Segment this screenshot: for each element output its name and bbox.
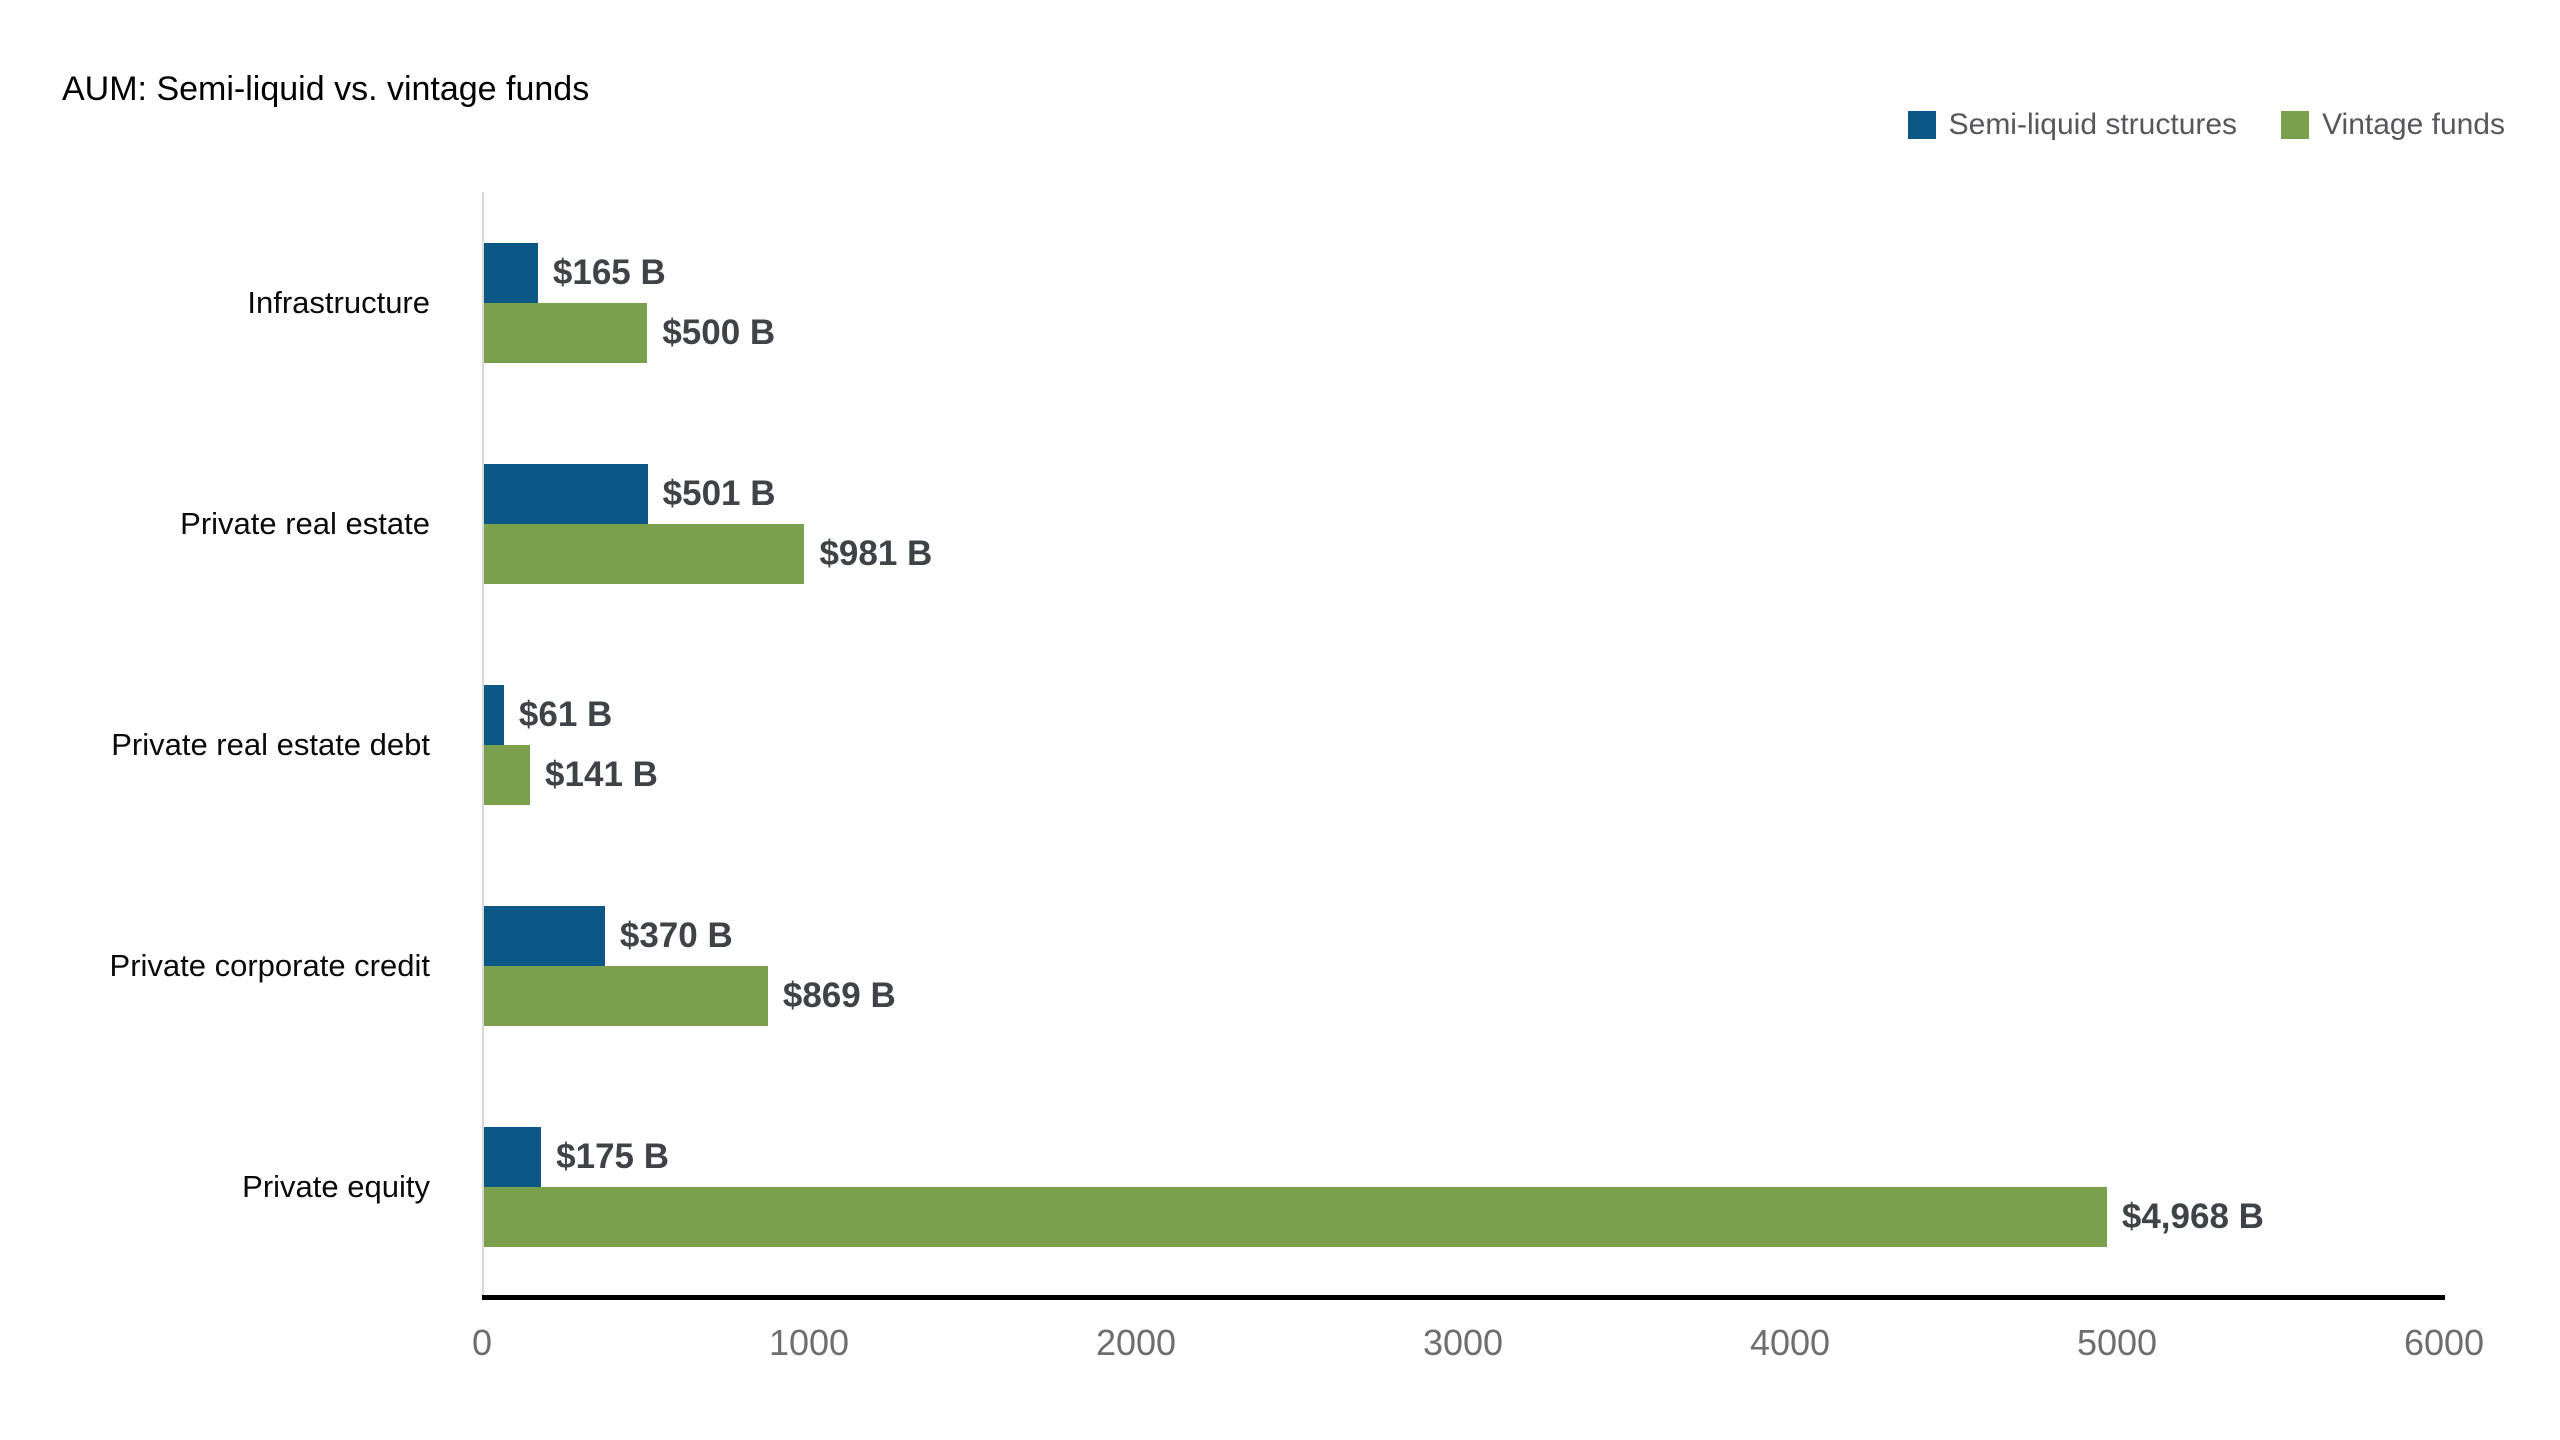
legend-swatch-icon bbox=[1907, 111, 1936, 139]
bar-private-corporate-credit-vintage-funds bbox=[484, 965, 768, 1026]
bar-group-private-real-estate: $501 B $981 B bbox=[484, 413, 2444, 634]
x-tick-label-6000: 6000 bbox=[2403, 1322, 2485, 1363]
bar-private-real-estate-debt-vintage-funds bbox=[484, 744, 531, 805]
x-axis-ticks: 0 1000 2000 3000 4000 5000 6000 bbox=[472, 1322, 2484, 1372]
bar-line-semi-liquid-structures: $165 B bbox=[484, 242, 2444, 303]
bar-private-real-estate-vintage-funds bbox=[484, 523, 805, 584]
bar-value-label: $370 B bbox=[619, 915, 733, 955]
bar-line-vintage-funds: $141 B bbox=[484, 744, 2444, 805]
x-axis-line bbox=[482, 1295, 2445, 1300]
bar-value-label: $141 B bbox=[545, 754, 658, 794]
x-tick-label-2000: 2000 bbox=[1095, 1322, 1177, 1363]
bar-group-private-real-estate-debt: $61 B $141 B bbox=[484, 634, 2444, 855]
bar-value-label: $981 B bbox=[819, 533, 933, 573]
bar-private-equity-vintage-funds bbox=[484, 1186, 2107, 1247]
legend-item-vintage-funds: Vintage funds bbox=[2281, 108, 2505, 142]
bar-pair: $165 B $500 B bbox=[484, 242, 2444, 363]
x-tick-label-0: 0 bbox=[471, 1322, 493, 1363]
bar-pair: $501 B $981 B bbox=[484, 463, 2444, 584]
bar-value-label: $501 B bbox=[662, 473, 776, 513]
category-label: Private equity bbox=[242, 1168, 430, 1204]
bar-line-vintage-funds: $4,968 B bbox=[484, 1186, 2444, 1247]
chart-title: AUM: Semi-liquid vs. vintage funds bbox=[62, 70, 590, 108]
legend-label: Semi-liquid structures bbox=[1948, 108, 2238, 141]
bar-line-semi-liquid-structures: $370 B bbox=[484, 905, 2444, 966]
bar-group-infrastructure: $165 B $500 B bbox=[484, 192, 2444, 413]
category-label: Private real estate bbox=[180, 505, 430, 541]
bar-value-label: $500 B bbox=[662, 312, 776, 352]
bar-value-label: $869 B bbox=[782, 975, 896, 1015]
bar-line-semi-liquid-structures: $61 B bbox=[484, 684, 2444, 745]
bar-pair: $61 B $141 B bbox=[484, 684, 2444, 805]
bar-line-vintage-funds: $869 B bbox=[484, 965, 2444, 1026]
bar-line-semi-liquid-structures: $175 B bbox=[484, 1126, 2444, 1187]
category-row-infrastructure: Infrastructure bbox=[0, 192, 456, 413]
category-label: Private corporate credit bbox=[109, 947, 430, 983]
category-label: Private real estate debt bbox=[111, 726, 430, 762]
bar-pair: $370 B $869 B bbox=[484, 905, 2444, 1026]
category-axis: Infrastructure Private real estate Private… bbox=[0, 192, 456, 1297]
bar-group-private-equity: $175 B $4,968 B bbox=[484, 1076, 2444, 1297]
x-tick-label-5000: 5000 bbox=[2076, 1322, 2158, 1363]
bar-value-label: $175 B bbox=[556, 1136, 670, 1176]
bar-infrastructure-semi-liquid-structures bbox=[484, 242, 538, 303]
bar-private-real-estate-semi-liquid-structures bbox=[484, 463, 648, 524]
category-label: Infrastructure bbox=[247, 284, 430, 320]
bar-line-vintage-funds: $981 B bbox=[484, 523, 2444, 584]
category-row-private-equity: Private equity bbox=[0, 1076, 456, 1297]
x-tick-label-4000: 4000 bbox=[1749, 1322, 1831, 1363]
legend-item-semi-liquid-structures: Semi-liquid structures bbox=[1907, 108, 2238, 142]
bar-private-real-estate-debt-semi-liquid-structures bbox=[484, 684, 504, 745]
x-tick-label-1000: 1000 bbox=[768, 1322, 850, 1363]
category-row-private-corporate-credit: Private corporate credit bbox=[0, 855, 456, 1076]
bar-infrastructure-vintage-funds bbox=[484, 302, 648, 363]
bar-line-semi-liquid-structures: $501 B bbox=[484, 463, 2444, 524]
bar-value-label: $4,968 B bbox=[2121, 1196, 2264, 1236]
bar-private-equity-semi-liquid-structures bbox=[484, 1126, 542, 1187]
x-tick-label-3000: 3000 bbox=[1422, 1322, 1504, 1363]
bar-line-vintage-funds: $500 B bbox=[484, 302, 2444, 363]
category-row-private-real-estate-debt: Private real estate debt bbox=[0, 634, 456, 855]
bar-value-label: $61 B bbox=[518, 694, 613, 734]
bar-pair: $175 B $4,968 B bbox=[484, 1126, 2444, 1247]
plot-area: $165 B $500 B $501 B $981 B $61 B $141 B $370 … bbox=[482, 192, 2444, 1297]
bar-value-label: $165 B bbox=[552, 252, 666, 292]
category-row-private-real-estate: Private real estate bbox=[0, 413, 456, 634]
legend-label: Vintage funds bbox=[2322, 108, 2505, 141]
bar-group-private-corporate-credit: $370 B $869 B bbox=[484, 855, 2444, 1076]
bar-private-corporate-credit-semi-liquid-structures bbox=[484, 905, 605, 966]
legend-swatch-icon bbox=[2281, 111, 2310, 139]
legend: Semi-liquid structures Vintage funds bbox=[1907, 108, 2505, 142]
